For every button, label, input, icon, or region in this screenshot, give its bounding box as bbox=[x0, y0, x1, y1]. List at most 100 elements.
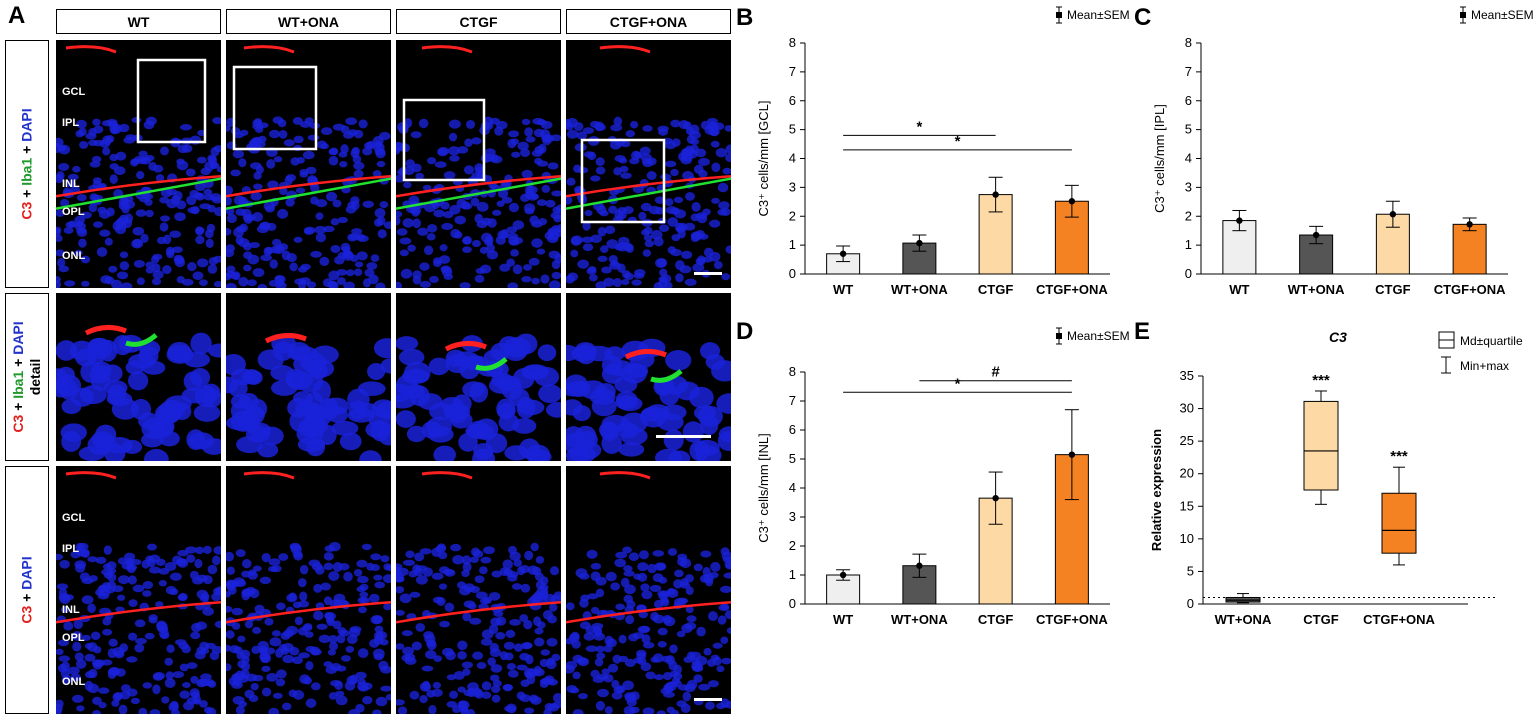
micrograph-r0-c1 bbox=[226, 40, 391, 288]
y-tick-label: 30 bbox=[1180, 401, 1194, 416]
chart-c: Mean±SEM 0 1 2 3 4 5 6 7 8 C3⁺ cells/mm [IPL] WT WT+… bbox=[1133, 0, 1534, 310]
y-tick-label: 7 bbox=[789, 64, 796, 79]
mean-point bbox=[839, 571, 847, 579]
mean-point bbox=[1312, 231, 1320, 239]
x-tick-label: CTGF+ONA bbox=[1036, 282, 1108, 297]
x-tick-label: WT bbox=[1229, 282, 1249, 297]
y-tick-label: 5 bbox=[789, 122, 796, 137]
y-tick-label: 2 bbox=[789, 208, 796, 223]
x-tick-label: WT bbox=[833, 612, 853, 627]
significance-label: * bbox=[955, 375, 961, 392]
bar-ctgf-ona bbox=[1452, 223, 1487, 275]
row-label-part: Iba1 bbox=[18, 157, 35, 186]
micrograph-r2-c1 bbox=[226, 466, 391, 714]
micrograph-r1-c0 bbox=[56, 293, 221, 461]
significance-label: *** bbox=[1390, 448, 1408, 465]
x-tick-label: CTGF+ONA bbox=[1036, 612, 1108, 627]
layer-label-ipl: IPL bbox=[62, 543, 80, 555]
row-label-part: Iba1 bbox=[10, 370, 26, 399]
y-tick-label: 35 bbox=[1180, 368, 1194, 383]
mean-point bbox=[916, 562, 923, 569]
legend-label: Md±quartile bbox=[1460, 334, 1523, 348]
y-axis-label: C3⁺ cells/mm [INL] bbox=[756, 433, 771, 542]
y-tick-label: 3 bbox=[789, 179, 796, 194]
y-tick-label: 4 bbox=[1185, 151, 1192, 166]
panel-letter-c: C bbox=[1134, 4, 1152, 31]
micrograph-r1-c1 bbox=[226, 293, 391, 461]
legend-marker bbox=[1056, 12, 1062, 18]
y-tick-label: 0 bbox=[789, 266, 796, 281]
x-tick-label: CTGF bbox=[1303, 612, 1338, 627]
row-label-part: C3 bbox=[10, 414, 26, 433]
layer-label-inl: INL bbox=[62, 178, 80, 190]
row-label-part: + bbox=[10, 398, 26, 415]
y-tick-label: 5 bbox=[1187, 563, 1194, 578]
x-tick-label: WT bbox=[833, 282, 853, 297]
layer-label-onl: ONL bbox=[62, 250, 86, 262]
layer-label-opl: OPL bbox=[62, 206, 85, 218]
x-tick-label: WT+ONA bbox=[891, 612, 948, 627]
legend: Mean±SEM bbox=[1056, 6, 1130, 24]
y-tick-label: 25 bbox=[1180, 433, 1194, 448]
y-tick-label: 8 bbox=[1185, 35, 1192, 50]
y-tick-label: 4 bbox=[789, 480, 796, 495]
column-header-wt: WT bbox=[56, 9, 221, 34]
legend-marker bbox=[1056, 333, 1062, 339]
y-tick-label: 8 bbox=[789, 364, 796, 379]
row-label-part: + bbox=[18, 589, 35, 606]
micrograph-r0-c2 bbox=[396, 40, 561, 288]
x-tick-label: WT+ONA bbox=[891, 282, 948, 297]
y-tick-label: 3 bbox=[789, 509, 796, 524]
y-tick-label: 20 bbox=[1180, 466, 1194, 481]
mean-point bbox=[992, 494, 999, 502]
significance-label: * bbox=[955, 133, 961, 150]
y-tick-label: 7 bbox=[789, 393, 796, 408]
row-label-part: C3 bbox=[18, 605, 35, 624]
micrograph-r1-c2 bbox=[396, 293, 561, 461]
box-ctgf bbox=[1303, 400, 1339, 491]
y-tick-label: 8 bbox=[789, 35, 796, 50]
y-tick-label: 6 bbox=[789, 93, 796, 108]
legend-label: Mean±SEM bbox=[1067, 8, 1130, 22]
y-axis-label: C3⁺ cells/mm [GCL] bbox=[756, 101, 771, 217]
panel-letter-d: D bbox=[736, 318, 754, 345]
significance-label: # bbox=[991, 364, 1000, 381]
row-label-part: C3 bbox=[18, 201, 35, 220]
row-label-part: DAPI bbox=[18, 556, 35, 590]
row-label-c3-dapi: C3 + DAPI bbox=[5, 466, 49, 714]
y-tick-label: 15 bbox=[1180, 498, 1194, 513]
y-tick-label: 2 bbox=[1185, 208, 1192, 223]
micrograph-r0-c3 bbox=[566, 40, 731, 288]
x-tick-label: WT+ONA bbox=[1215, 612, 1272, 627]
y-tick-label: 2 bbox=[789, 538, 796, 553]
layer-label-opl: OPL bbox=[62, 632, 85, 644]
row-label-part: + bbox=[10, 354, 26, 371]
x-tick-label: WT+ONA bbox=[1288, 282, 1345, 297]
micrograph-r0-c0 bbox=[56, 40, 221, 288]
mean-point bbox=[839, 250, 847, 257]
significance-label: *** bbox=[1312, 372, 1330, 389]
y-tick-label: 1 bbox=[789, 567, 796, 582]
micrograph-r1-c3 bbox=[566, 293, 731, 461]
chart-e: C3 Md±quartile Min+max 0 5 10 15 20 25 30 35 Relati… bbox=[1133, 318, 1533, 638]
box-ctgf-ona bbox=[1381, 492, 1417, 554]
y-tick-label: 1 bbox=[1185, 237, 1192, 252]
y-axis-label: C3⁺ cells/mm [IPL] bbox=[1152, 104, 1167, 213]
row-label-detail: C3 + Iba1 + DAPI detail bbox=[5, 293, 49, 461]
row-label-detail-text: detail bbox=[27, 358, 43, 396]
x-tick-label: CTGF bbox=[978, 282, 1013, 297]
legend-label: Mean±SEM bbox=[1067, 329, 1130, 343]
y-axis-label: Relative expression bbox=[1149, 429, 1164, 551]
mean-point bbox=[1466, 221, 1473, 228]
y-tick-label: 7 bbox=[1185, 64, 1192, 79]
layer-label-inl: INL bbox=[62, 604, 80, 616]
column-header-ctgf: CTGF bbox=[396, 9, 561, 34]
micrograph-r2-c2 bbox=[396, 466, 561, 714]
mean-point bbox=[1068, 198, 1076, 205]
y-tick-label: 5 bbox=[789, 451, 796, 466]
row-label-part: + bbox=[18, 185, 35, 202]
mean-point bbox=[1389, 211, 1397, 218]
significance-label: * bbox=[916, 118, 922, 135]
layer-label-onl: ONL bbox=[62, 676, 86, 688]
x-tick-label: CTGF+ONA bbox=[1363, 612, 1435, 627]
